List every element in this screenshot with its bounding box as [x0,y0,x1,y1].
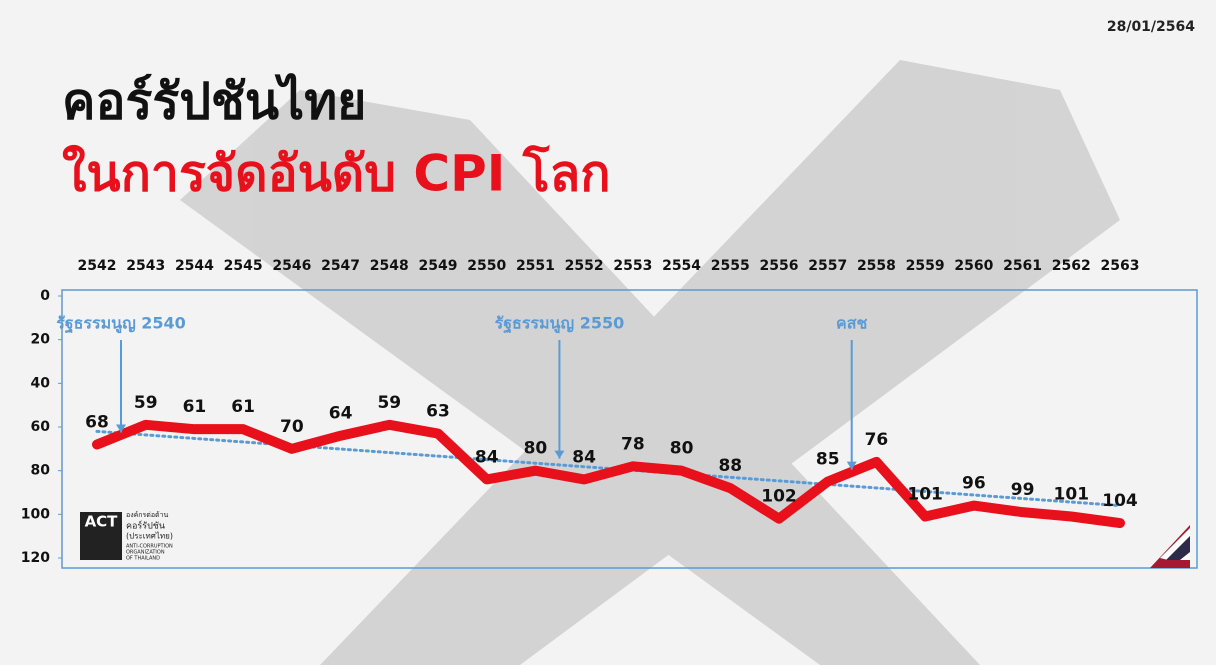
data-label: 78 [621,434,645,454]
annotation-arrowhead [846,461,857,470]
y-tick-label: 80 [31,463,51,479]
data-label: 76 [865,430,889,450]
flag-corner [1150,525,1190,568]
x-tick-label: 2549 [419,258,458,274]
data-label: 80 [524,439,548,459]
data-label: 102 [761,487,797,507]
annotation: รัฐธรรมนูญ 2540 [56,314,186,335]
x-tick-label: 2553 [613,258,652,274]
y-tick-label: 0 [40,288,50,304]
data-label: 63 [426,402,450,422]
data-label: 84 [475,447,499,467]
x-tick-label: 2548 [370,258,409,274]
x-tick-label: 2562 [1052,258,1091,274]
data-label: 68 [85,412,109,432]
logo-text: OF THAILAND [126,556,160,562]
annotation: รัฐธรรมนูญ 2550 [495,314,625,335]
x-tick-label: 2547 [321,258,360,274]
logo-box [80,512,122,560]
x-tick-label: 2563 [1101,258,1140,274]
data-label: 88 [718,456,742,476]
x-tick-label: 2561 [1003,258,1042,274]
x-tick-label: 2544 [175,258,214,274]
x-tick-label: 2552 [565,258,604,274]
data-label: 96 [962,474,986,494]
data-label: 64 [329,404,353,424]
data-label: 70 [280,417,304,437]
logo-text: ORGANIZATION [126,550,165,556]
data-label: 59 [134,393,158,413]
data-label: 61 [183,397,207,417]
y-tick-label: 120 [21,550,50,566]
data-label: 59 [377,393,401,413]
data-label: 101 [1054,485,1090,505]
x-tick-label: 2551 [516,258,555,274]
logo-text: องค์กรต่อต้าน [126,511,169,519]
data-label: 61 [231,397,255,417]
chart-title: คอร์รัปชันไทย [62,73,366,131]
x-tick-label: 2556 [760,258,799,274]
y-tick-label: 60 [31,419,51,435]
x-tick-label: 2543 [126,258,165,274]
logo-text: ANTI-CORRUPTION [126,544,173,550]
y-tick-label: 100 [21,506,50,522]
x-tick-label: 2554 [662,258,701,274]
x-tick-label: 2550 [467,258,506,274]
annotation: คสช [836,314,867,333]
y-tick-label: 40 [31,375,51,391]
plot-frame [61,289,1198,569]
annotation-arrowhead [554,450,565,459]
x-tick-label: 2559 [906,258,945,274]
logo-text: (ประเทศไทย) [126,532,173,541]
annotation-arrowhead [116,424,126,433]
x-tick-label: 2560 [954,258,993,274]
date: 28/01/2564 [1107,19,1195,35]
x-tick-label: 2542 [78,258,117,274]
x-tick-label: 2555 [711,258,750,274]
logo-mark: ACT [85,513,119,531]
logo-text: คอร์รัปชัน [126,520,165,532]
x-tick-label: 2558 [857,258,896,274]
x-tick-label: 2546 [272,258,311,274]
data-label: 84 [572,447,596,467]
y-tick-label: 20 [31,332,51,348]
x-tick-label: 2545 [224,258,263,274]
data-label: 104 [1102,491,1138,511]
chart-subtitle: ในการจัดอันดับ CPI โลก [62,144,611,203]
data-label: 101 [907,485,943,505]
data-label: 99 [1011,480,1035,500]
data-label: 80 [670,439,694,459]
x-tick-label: 2557 [808,258,847,274]
data-line [92,419,1125,529]
logo: ACT องค์กรต่อต้าน คอร์รัปชัน (ประเทศไทย)… [80,511,173,562]
data-label: 85 [816,450,840,470]
